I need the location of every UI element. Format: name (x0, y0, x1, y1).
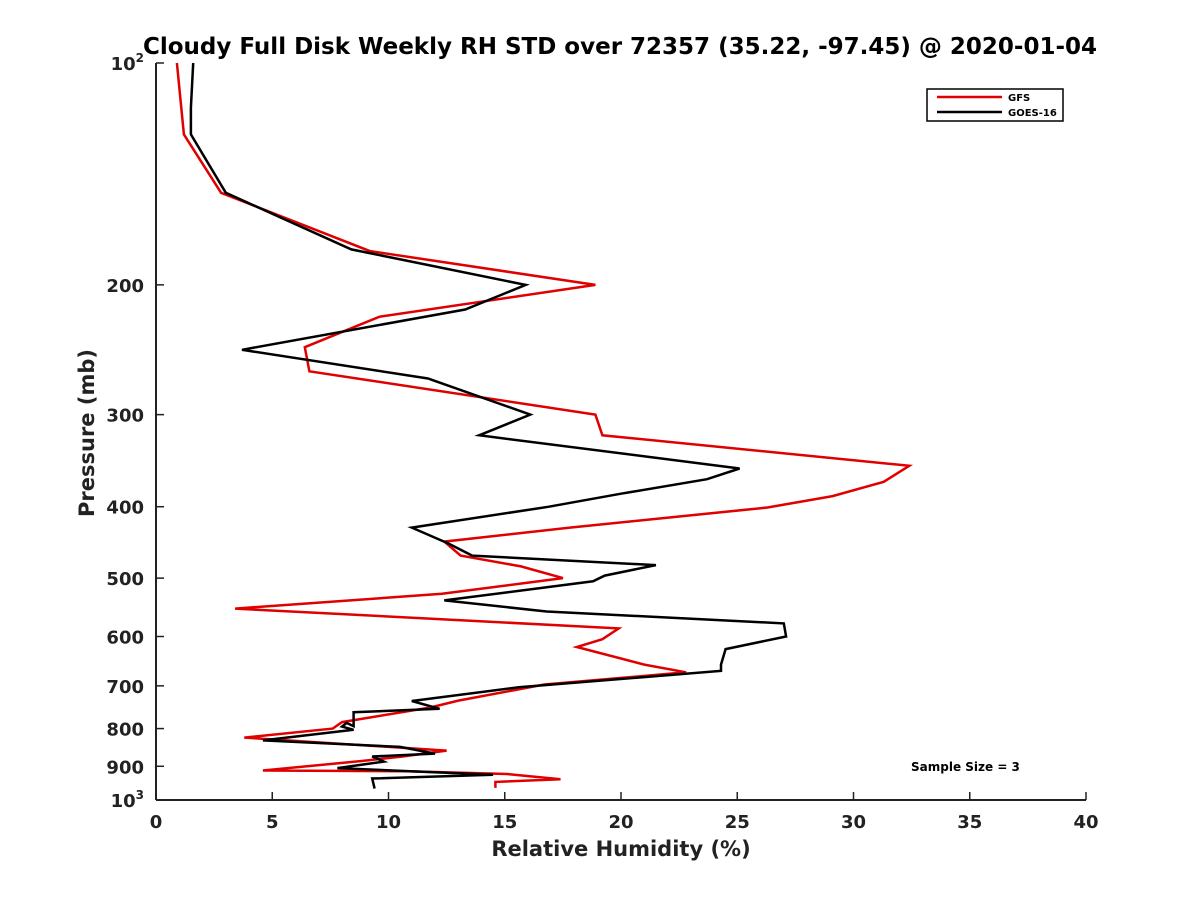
x-tick-label: 10 (376, 812, 401, 833)
x-tick-label: 15 (492, 812, 517, 833)
y-tick-label: 700 (106, 677, 144, 698)
y-tick-label-base: 700 (106, 677, 144, 698)
y-tick-label: 600 (106, 627, 144, 648)
series-layer (175, 62, 914, 789)
y-tick-label-base: 200 (106, 276, 144, 297)
legend-label-gfs: GFS (1008, 93, 1030, 104)
x-tick-label: 5 (266, 812, 279, 833)
y-tick-label: 300 (106, 406, 144, 427)
series-line-gfs (175, 62, 914, 788)
y-tick-label-base: 10 (111, 791, 136, 812)
y-tick-label-base: 400 (106, 498, 144, 519)
x-tick-label: 30 (841, 812, 866, 833)
legend-box (926, 88, 1064, 122)
y-tick-label: 200 (106, 276, 144, 297)
y-tick-label-exponent: 3 (136, 788, 144, 802)
y-tick-label-base: 900 (106, 757, 144, 778)
y-tick-label-base: 10 (111, 54, 136, 75)
y-tick-label-base: 800 (106, 720, 144, 741)
x-tick-label: 0 (150, 812, 163, 833)
y-axis-label: Pressure (mb) (75, 349, 99, 517)
y-tick-label-base: 300 (106, 406, 144, 427)
y-tick-label: 800 (106, 720, 144, 741)
legend-label-goes16: GOES-16 (1008, 108, 1057, 119)
y-tick-label: 102 (111, 51, 144, 75)
x-tick-label: 35 (957, 812, 982, 833)
sample-size-annotation: Sample Size = 3 (911, 760, 1020, 774)
x-tick-label: 40 (1073, 812, 1098, 833)
legend: GFS GOES-16 (926, 88, 1064, 122)
x-axis-label: Relative Humidity (%) (491, 837, 750, 861)
x-tick-label: 25 (725, 812, 750, 833)
y-tick-label: 900 (106, 757, 144, 778)
x-tick-label: 20 (608, 812, 633, 833)
y-tick-label: 400 (106, 498, 144, 519)
series-line-goes16 (189, 62, 788, 789)
y-tick-label-base: 500 (106, 569, 144, 590)
plot-area: 0 5 10 15 20 25 30 35 40 10220030040050060070080… (106, 51, 1098, 833)
y-tick-label-base: 600 (106, 627, 144, 648)
chart-title: Cloudy Full Disk Weekly RH STD over 7235… (143, 34, 1097, 60)
y-tick-label-exponent: 2 (136, 51, 144, 65)
y-tick-label: 500 (106, 569, 144, 590)
y-tick-label: 103 (111, 788, 144, 812)
x-ticks: 0 5 10 15 20 25 30 35 40 (150, 792, 1099, 833)
